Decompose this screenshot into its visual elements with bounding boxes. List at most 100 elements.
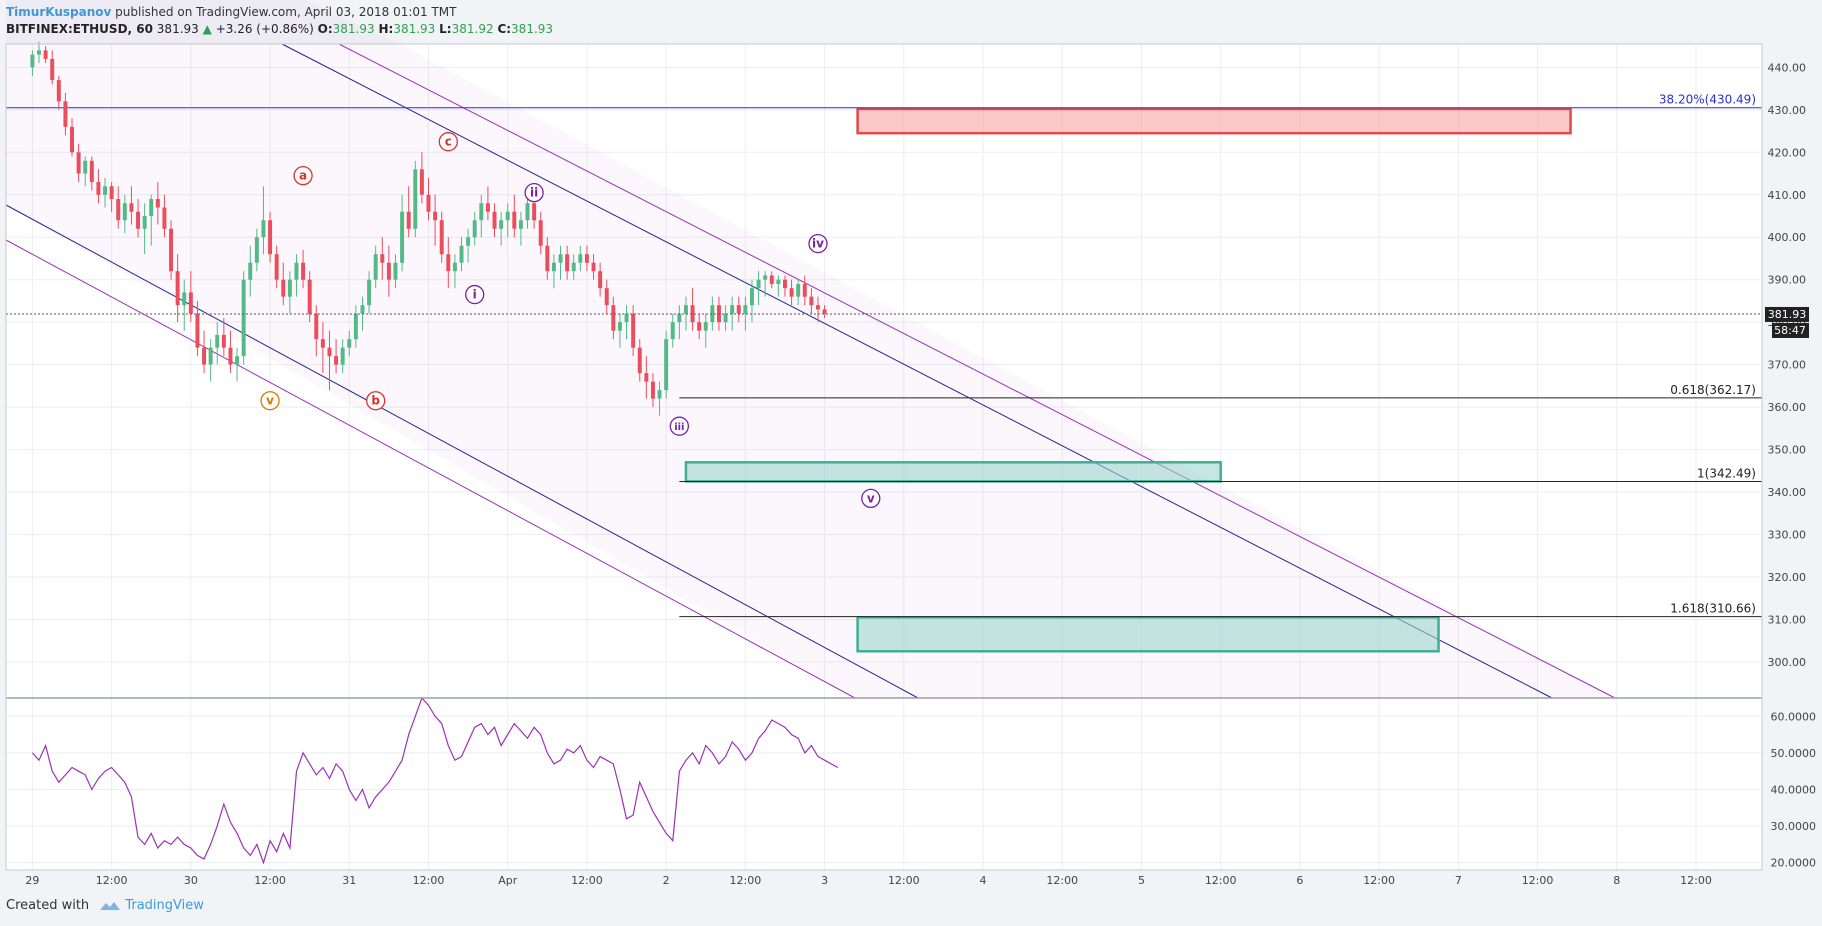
- candle-body: [743, 305, 748, 314]
- tradingview-link[interactable]: TradingView: [125, 898, 204, 913]
- candle-body: [525, 203, 530, 221]
- wave-label-text: iv: [812, 237, 824, 251]
- fib-level-label: 1.618(310.66): [1670, 602, 1756, 616]
- price-change: +3.26 (+0.86%): [215, 22, 314, 36]
- candle-body: [617, 322, 622, 331]
- candle-body: [208, 347, 213, 365]
- wave-label-circle: [293, 165, 313, 186]
- time-axis[interactable]: 29 12:00 30 12:00 31 12:00 Apr 12:00 2 12:00 3 12:0…: [25, 874, 1711, 887]
- candle-body: [670, 322, 675, 340]
- candle-body: [657, 390, 662, 399]
- wave-label-text: v: [266, 394, 274, 408]
- candle-body: [63, 101, 68, 127]
- candle-body: [419, 169, 424, 195]
- candle-body: [241, 279, 246, 357]
- candle-body: [301, 262, 306, 280]
- candle-body: [294, 262, 299, 280]
- candle-body: [452, 262, 457, 272]
- price-tick-label: 320.00: [1768, 571, 1807, 584]
- time-tick-label: 12:00: [1046, 874, 1078, 887]
- candle-body: [538, 220, 543, 246]
- price-tick-label: 390.00: [1768, 274, 1807, 287]
- channel-line: [338, 43, 1616, 699]
- time-tick-label: 12:00: [413, 874, 445, 887]
- open-value: 381.93: [332, 22, 375, 36]
- candle-body: [703, 322, 708, 331]
- candle-body: [551, 262, 556, 272]
- candle-body: [182, 292, 187, 306]
- candle-body: [30, 54, 35, 68]
- rsi-tick-label: 30.0000: [1771, 820, 1817, 833]
- fib-level-label: 1(342.49): [1697, 466, 1756, 480]
- candle-body: [89, 160, 94, 183]
- candle-body: [598, 271, 603, 289]
- candle-body: [776, 279, 781, 284]
- wave-label-circle: [438, 132, 458, 152]
- wave-label-text: i: [473, 288, 477, 302]
- symbol-legend: BITFINEX:ETHUSD, 60 381.93 ▲ +3.26 (+0.8…: [6, 22, 553, 36]
- candle-body: [380, 254, 385, 263]
- price-tick-label: 370.00: [1768, 359, 1807, 372]
- wave-label-text: b: [371, 394, 380, 408]
- open-label: O:: [317, 22, 333, 36]
- channel-line: [5, 204, 919, 699]
- candle-body: [565, 254, 570, 272]
- zones: [684, 107, 1572, 653]
- candle-body: [426, 194, 431, 212]
- rsi-tick-label: 20.0000: [1771, 857, 1817, 870]
- price-axis[interactable]: 440.00430.00420.00410.00400.00390.00380.…: [1768, 61, 1807, 669]
- candle-body: [571, 262, 576, 272]
- candle-body: [545, 245, 550, 272]
- candle-body: [446, 254, 451, 272]
- candle-body: [789, 288, 794, 297]
- candle-body: [202, 347, 207, 365]
- candle-body: [314, 313, 319, 340]
- tradingview-logo-icon: [100, 901, 121, 910]
- candles: [30, 41, 827, 416]
- candle-body: [512, 211, 517, 229]
- candle-body: [532, 203, 537, 221]
- candle-body: [578, 254, 583, 263]
- candle-body: [334, 356, 339, 365]
- candle-body: [584, 254, 589, 263]
- candle-body: [499, 220, 504, 229]
- rsi-axis[interactable]: 60.0000 50.0000 40.0000 30.0000 20.0000: [1771, 710, 1817, 869]
- channel-line: [281, 43, 1553, 699]
- current-price-text: 381.93: [1768, 308, 1807, 321]
- wave-label-text: a: [299, 169, 307, 183]
- price-tick-label: 340.00: [1768, 486, 1807, 499]
- grid: [6, 44, 1762, 870]
- price-tick-label: 300.00: [1768, 656, 1807, 669]
- candle-body: [591, 262, 596, 272]
- time-tick-label: 12:00: [1363, 874, 1395, 887]
- candle-body: [386, 262, 391, 280]
- candle-body: [485, 203, 490, 212]
- author-name[interactable]: TimurKuspanov: [6, 5, 112, 19]
- low-label: L:: [439, 22, 452, 36]
- candle-body: [340, 347, 345, 365]
- wave-label-circle: [260, 391, 280, 411]
- wave-label-circle: [669, 416, 690, 436]
- wave-label-circle: [366, 391, 386, 411]
- candle-body: [274, 254, 279, 280]
- candle-body: [347, 339, 352, 348]
- candle-body: [736, 305, 741, 314]
- resistance-zone: [856, 107, 1572, 135]
- candle-body: [749, 288, 754, 306]
- wave-label-text: c: [445, 135, 452, 149]
- candle-body: [56, 80, 61, 102]
- candle-body: [393, 262, 398, 280]
- time-tick-label: 12:00: [1205, 874, 1237, 887]
- created-with-text: Created with: [6, 898, 90, 913]
- countdown-tag: [1772, 322, 1809, 338]
- support-zone: [684, 461, 1222, 483]
- wave-label-circle: [465, 284, 485, 305]
- publish-info: TimurKuspanov published on TradingView.c…: [6, 5, 457, 19]
- time-tick-label: 12:00: [1680, 874, 1712, 887]
- price-tick-label: 310.00: [1768, 613, 1807, 626]
- candle-body: [710, 305, 715, 323]
- time-tick-label: 8: [1613, 874, 1620, 887]
- rsi-tick-label: 40.0000: [1771, 783, 1817, 796]
- fib-levels: 38.20%(430.49) 0.618(362.17) 1(342.49) 1.61…: [6, 93, 1762, 618]
